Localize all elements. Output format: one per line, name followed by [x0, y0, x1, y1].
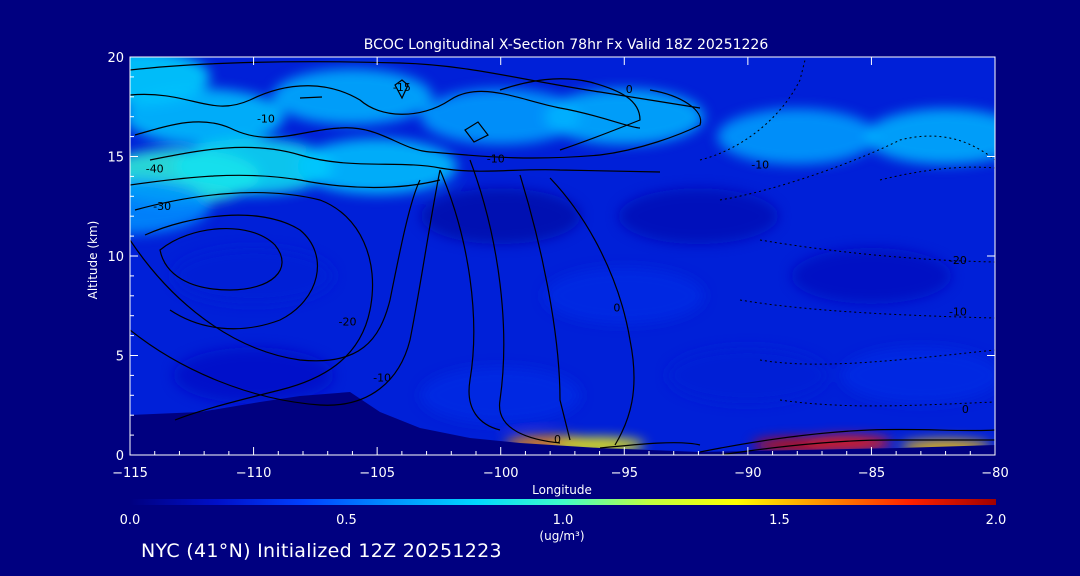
x-tick-label-7: −80 — [981, 466, 1008, 481]
colorbar-tick-label-0: 0.0 — [120, 513, 141, 528]
x-tick-label-2: −105 — [359, 466, 395, 481]
axes: −115 −110 −105 −100 −95 −90 −85 −80 0 5 10 15 20 — [107, 51, 1008, 481]
field-sample-8 — [173, 138, 334, 195]
field-sample-15 — [791, 247, 952, 304]
colorbar-gradient — [130, 499, 996, 505]
field-sample-4 — [544, 88, 705, 145]
x-tick-label-3: −100 — [483, 466, 519, 481]
field-sample-18 — [667, 347, 828, 404]
initialization-note: NYC (41°N) Initialized 12Z 20251223 — [141, 540, 502, 562]
contour-label-0: 0 — [626, 83, 633, 96]
colorbar-unit-label: (ug/m³) — [539, 529, 584, 543]
contour-label-8: -10 — [373, 371, 391, 384]
field-sample-3 — [420, 88, 581, 145]
contour-label-9: 0 — [613, 302, 620, 315]
colorbar-tick-label-4: 2.0 — [986, 513, 1007, 528]
concentration-field — [130, 57, 995, 455]
x-tick-label-1: −110 — [236, 466, 272, 481]
y-tick-label-3: 15 — [107, 151, 124, 166]
contour-label-11: -10 — [949, 306, 967, 319]
field-sample-5 — [717, 108, 878, 165]
x-tick-label-4: −95 — [611, 466, 638, 481]
y-tick-label-4: 20 — [107, 51, 124, 66]
contour-label-4: -10 — [751, 158, 769, 171]
contour-label-3: -10 — [487, 152, 505, 165]
plot-area: 0 -15 -10 -10 -10 -40 -30 -20 -10 0 -20 -10 0 0 — [130, 57, 995, 455]
field-sample-12 — [618, 188, 779, 245]
x-tick-label-0: −115 — [112, 466, 148, 481]
field-sample-16 — [173, 347, 334, 404]
y-axis-label: Altitude (km) — [86, 221, 100, 300]
y-tick-label-0: 0 — [116, 449, 124, 464]
field-sample-2 — [272, 68, 433, 125]
contour-lines — [130, 61, 995, 455]
contour-label-2: -10 — [257, 113, 275, 126]
field-sample-14 — [544, 267, 705, 324]
field-sample-23 — [801, 436, 892, 451]
field-sample-9 — [297, 138, 458, 195]
chart-title: BCOC Longitudinal X-Section 78hr Fx Vali… — [364, 37, 769, 53]
colorbar-tick-label-1: 0.5 — [336, 513, 357, 528]
y-tick-label-1: 5 — [116, 350, 124, 365]
field-sample-13 — [173, 247, 334, 304]
colorbar: 0.0 0.5 1.0 1.5 2.0 (ug/m³) — [120, 499, 1007, 543]
terrain — [130, 392, 995, 455]
colorbar-ticks: 0.0 0.5 1.0 1.5 2.0 — [120, 513, 1007, 528]
field-sample-6 — [865, 108, 995, 165]
x-tick-label-5: −90 — [734, 466, 761, 481]
contour-label-10: -20 — [949, 254, 967, 267]
x-tick-label-6: −85 — [858, 466, 885, 481]
x-axis-label: Longitude — [532, 483, 592, 497]
contour-label-13: 0 — [554, 433, 561, 446]
contour-label-5: -40 — [146, 162, 164, 175]
field-sample-11 — [420, 188, 581, 245]
contour-label-6: -30 — [153, 200, 171, 213]
colorbar-tick-label-2: 1.0 — [553, 513, 574, 528]
dotted-contours — [699, 59, 995, 407]
contour-label-1: -15 — [393, 81, 411, 94]
contour-label-7: -20 — [339, 316, 357, 329]
y-tick-label-2: 10 — [107, 250, 124, 265]
field-sample-1 — [130, 88, 285, 145]
colorbar-tick-label-3: 1.5 — [769, 513, 790, 528]
contour-labels: 0 -15 -10 -10 -10 -40 -30 -20 -10 0 -20 -10 0 0 — [146, 81, 969, 446]
field-sample-19 — [840, 347, 995, 404]
contour-label-12: 0 — [962, 403, 969, 416]
